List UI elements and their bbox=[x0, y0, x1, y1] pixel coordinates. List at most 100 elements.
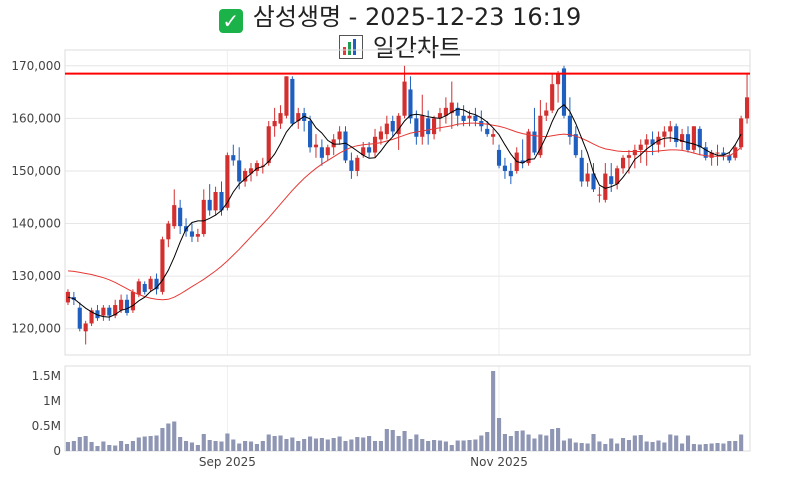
volume-bar bbox=[313, 438, 319, 451]
volume-bar bbox=[367, 436, 372, 451]
candle-body bbox=[119, 299, 124, 311]
volume-bar bbox=[248, 441, 254, 451]
candle-body bbox=[284, 76, 289, 116]
volume-bar bbox=[225, 433, 230, 451]
candle-body bbox=[278, 113, 283, 124]
title-text: 삼성생명 - 2025-12-23 16:19 bbox=[252, 3, 582, 31]
candle-body bbox=[195, 234, 200, 237]
volume-bar bbox=[201, 434, 206, 451]
candle-body bbox=[367, 147, 372, 153]
candle-body bbox=[638, 144, 643, 150]
volume-bar bbox=[408, 439, 413, 451]
candle-body bbox=[372, 136, 378, 153]
volume-bar bbox=[325, 439, 330, 451]
volume-bar bbox=[396, 436, 401, 451]
candle-body bbox=[148, 278, 153, 290]
candle-body bbox=[189, 231, 195, 237]
volume-bar bbox=[703, 444, 708, 451]
volume-bar bbox=[674, 435, 679, 451]
candle-body bbox=[715, 152, 720, 154]
candle-body bbox=[408, 89, 413, 119]
volume-bar bbox=[662, 442, 667, 451]
candle-body bbox=[697, 128, 702, 148]
candle-body bbox=[154, 278, 159, 290]
y-tick-label: 130,000 bbox=[11, 269, 61, 283]
volume-bar bbox=[414, 434, 419, 451]
volume-bar bbox=[721, 443, 726, 451]
candle-body bbox=[437, 113, 443, 119]
volume-bar bbox=[77, 437, 82, 451]
candle-body bbox=[201, 199, 206, 235]
candle-body bbox=[414, 118, 419, 137]
y-tick-label: 150,000 bbox=[11, 164, 61, 178]
volume-bar bbox=[219, 441, 224, 451]
volume-bar bbox=[644, 441, 649, 451]
volume-bar bbox=[343, 441, 348, 451]
candle-body bbox=[331, 139, 336, 148]
ma-short-line bbox=[67, 104, 742, 318]
volume-tick-label: 1M bbox=[43, 394, 61, 408]
volume-bar bbox=[485, 432, 490, 451]
candle-body bbox=[703, 147, 708, 158]
y-tick-label: 170,000 bbox=[11, 59, 61, 73]
volume-bar bbox=[491, 371, 496, 451]
volume-bar bbox=[449, 445, 454, 451]
volume-bar bbox=[496, 418, 502, 451]
volume-bar bbox=[71, 441, 76, 451]
candle-body bbox=[473, 115, 478, 121]
candle-body bbox=[508, 170, 513, 177]
candle-body bbox=[307, 120, 313, 148]
candle-body bbox=[455, 107, 460, 116]
volume-bar bbox=[166, 423, 171, 451]
candle-body bbox=[266, 126, 271, 164]
volume-bar bbox=[609, 438, 614, 451]
volume-bar bbox=[361, 437, 366, 451]
candle-body bbox=[390, 120, 395, 132]
chart-subtitle: 일간차트 bbox=[0, 33, 800, 63]
candle-body bbox=[349, 160, 354, 171]
volume-bar bbox=[591, 434, 596, 451]
candle-body bbox=[668, 126, 673, 132]
volume-bar bbox=[727, 441, 732, 451]
volume-bar bbox=[691, 444, 696, 451]
candle-body bbox=[172, 205, 177, 227]
candle-body bbox=[609, 176, 614, 185]
volume-bar bbox=[526, 434, 531, 451]
volume-bar bbox=[556, 428, 561, 451]
candle-body bbox=[243, 170, 248, 182]
volume-bar bbox=[231, 439, 236, 451]
candle-body bbox=[355, 157, 360, 171]
volume-bar bbox=[95, 446, 100, 451]
candle-body bbox=[343, 131, 348, 161]
volume-bar bbox=[113, 445, 118, 451]
candle-body bbox=[378, 131, 383, 140]
volume-bar bbox=[154, 435, 159, 451]
volume-bar bbox=[266, 434, 271, 451]
candle-body bbox=[615, 168, 620, 185]
candle-body bbox=[485, 128, 490, 135]
volume-bar bbox=[402, 431, 407, 451]
candle-body bbox=[213, 191, 218, 211]
volume-bar bbox=[461, 440, 466, 451]
volume-bar bbox=[107, 445, 112, 451]
candle-body bbox=[302, 113, 307, 121]
candle-body bbox=[254, 163, 259, 171]
volume-bar bbox=[349, 439, 354, 451]
candle-body bbox=[130, 291, 135, 311]
candle-body bbox=[160, 239, 165, 292]
volume-bar bbox=[89, 442, 94, 451]
volume-bar bbox=[739, 434, 744, 451]
volume-bar bbox=[284, 439, 289, 451]
volume-bar bbox=[573, 442, 578, 451]
candle-body bbox=[420, 115, 425, 137]
candle-body bbox=[550, 84, 555, 111]
volume-bar bbox=[172, 421, 177, 451]
volume-panel-frame bbox=[64, 365, 751, 452]
candle-body bbox=[225, 155, 230, 208]
price-panel-frame bbox=[64, 49, 751, 356]
candle-body bbox=[325, 147, 330, 156]
candle-body bbox=[579, 157, 584, 182]
candle-body bbox=[561, 68, 567, 116]
volume-bar bbox=[130, 441, 135, 451]
volume-bar bbox=[650, 442, 655, 451]
